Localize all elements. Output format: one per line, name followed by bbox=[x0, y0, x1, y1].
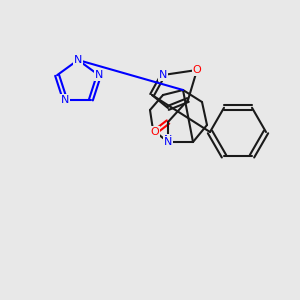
Text: N: N bbox=[61, 95, 69, 105]
Text: N: N bbox=[95, 70, 103, 80]
Text: N: N bbox=[164, 135, 172, 145]
Text: N: N bbox=[159, 70, 167, 80]
Text: N: N bbox=[164, 137, 172, 147]
Text: N: N bbox=[74, 55, 82, 65]
Text: O: O bbox=[151, 127, 159, 137]
Text: O: O bbox=[193, 65, 201, 75]
